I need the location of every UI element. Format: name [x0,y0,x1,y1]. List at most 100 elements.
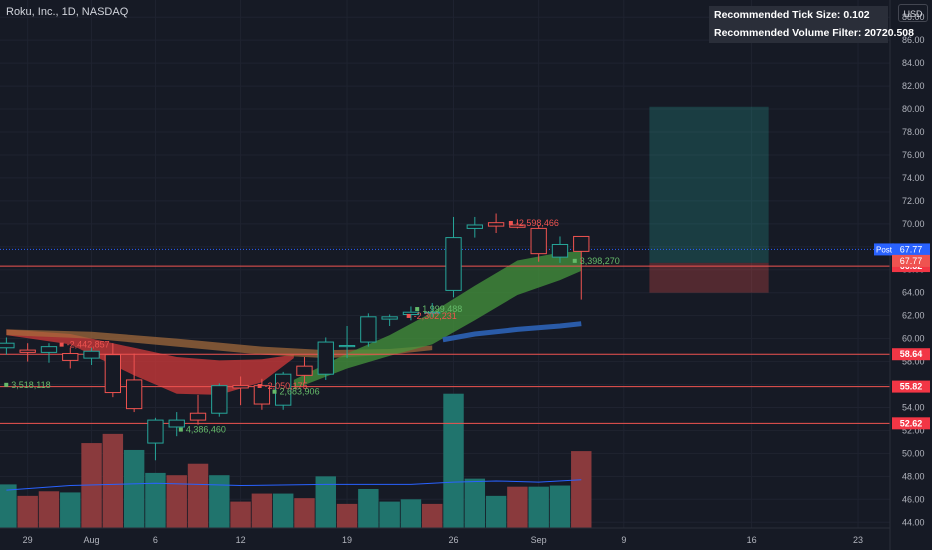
candle-body [104,354,122,394]
candle-body [317,341,334,375]
volume-bar [81,443,102,528]
candle-body [424,311,441,314]
candle-body [0,342,15,349]
volume-bar [102,433,124,528]
x-tick-label: 16 [747,535,757,545]
candle-body [62,353,79,361]
level-price-label: 52.62 [900,418,923,428]
y-tick-label: 52.00 [902,425,925,435]
annotation-marker [4,382,9,387]
candle-body [296,365,313,376]
price-tag [892,254,930,267]
volume-annotation: 3,398,270 [580,256,620,266]
volume-bar [422,503,443,528]
candle-body [189,412,207,421]
recommendation-box: Recommended Tick Size: 0.102 Recommended… [709,6,914,43]
candle-body [211,385,228,414]
y-tick-label: 64.00 [902,288,925,298]
candle-body [573,235,590,252]
price-tag-label: 67.77 [900,244,923,254]
candle-body [83,350,100,359]
y-tick-label: 58.00 [902,357,925,367]
volume-bar [272,493,294,528]
volume-annotation: -2,598,466 [516,218,559,228]
candle-body [19,349,36,353]
volume-bar [209,475,230,528]
annotation-marker [508,220,513,225]
volume-annotation: 4,386,460 [186,425,226,435]
x-tick-label: Aug [84,535,100,545]
tick-size-text: Recommended Tick Size: 0.102 [714,9,870,21]
level-price-tag [892,417,930,430]
y-tick-label: 88.00 [902,12,925,22]
candle-body [402,311,420,316]
volume-annotation: -2,302,231 [414,311,457,321]
y-tick-label: 54.00 [902,402,925,412]
volume-bar [230,501,251,528]
candle-body [487,222,505,227]
volume-bar [0,484,17,528]
candle-body [381,316,398,320]
price-tag [892,243,930,256]
candle-body [338,344,356,348]
volume-bar [507,486,528,528]
annotation-marker [572,258,577,263]
x-tick-label: 29 [23,535,33,545]
volume-bar [485,495,507,528]
volume-annotation: -2,442,857 [67,340,110,350]
volume-filter-text: Recommended Volume Filter: 20720.508 [714,27,914,39]
volume-bar [549,485,571,528]
post-market-tag [874,243,894,256]
volume-bar [571,451,592,528]
volume-bar [251,493,273,528]
candle-body [509,224,526,228]
x-tick-label: 9 [621,535,626,545]
candle-body [40,346,58,353]
annotation-marker [59,342,64,347]
post-market-label: Post [876,245,893,254]
y-tick-label: 44.00 [902,517,925,527]
volume-annotation: 3,518,118 [11,380,50,390]
candle-body [275,373,292,406]
volume-bar [400,499,422,528]
y-tick-label: 76.00 [902,150,925,160]
long-position-target-zone [649,106,769,263]
ma-blue-band [442,321,582,343]
candle-body [360,316,377,343]
price-tag-label: 67.77 [900,256,923,266]
volume-bar [443,393,464,528]
y-tick-label: 72.00 [902,196,925,206]
annotation-marker [406,313,411,318]
annotation-marker [178,427,183,432]
volume-bar [315,476,336,528]
y-tick-label: 62.00 [902,311,925,321]
volume-bar [166,475,187,528]
y-tick-label: 48.00 [902,471,925,481]
level-price-label: 58.64 [900,349,923,359]
y-tick-label: 84.00 [902,58,925,68]
volume-bar [379,501,400,528]
y-tick-label: 70.00 [902,219,925,229]
volume-ma-line [6,479,582,491]
currency-button[interactable]: USD [898,4,928,22]
volume-bar [464,478,486,528]
y-tick-label: 74.00 [902,173,925,183]
long-position-stop-zone [649,262,769,293]
candle-body [445,237,462,291]
x-tick-label: Sep [531,535,547,545]
y-tick-label: 80.00 [902,104,925,114]
y-tick-label: 46.00 [902,494,925,504]
volume-bar [123,449,145,528]
candle-body [253,385,271,405]
x-tick-label: 19 [342,535,352,545]
volume-bar [294,498,315,528]
annotation-marker [415,307,420,312]
y-tick-label: 60.00 [902,334,925,344]
y-tick-label: 86.00 [902,35,925,45]
x-tick-label: 12 [236,535,246,545]
volume-bar [336,503,358,528]
volume-bar [187,463,209,528]
y-tick-label: 82.00 [902,81,925,91]
